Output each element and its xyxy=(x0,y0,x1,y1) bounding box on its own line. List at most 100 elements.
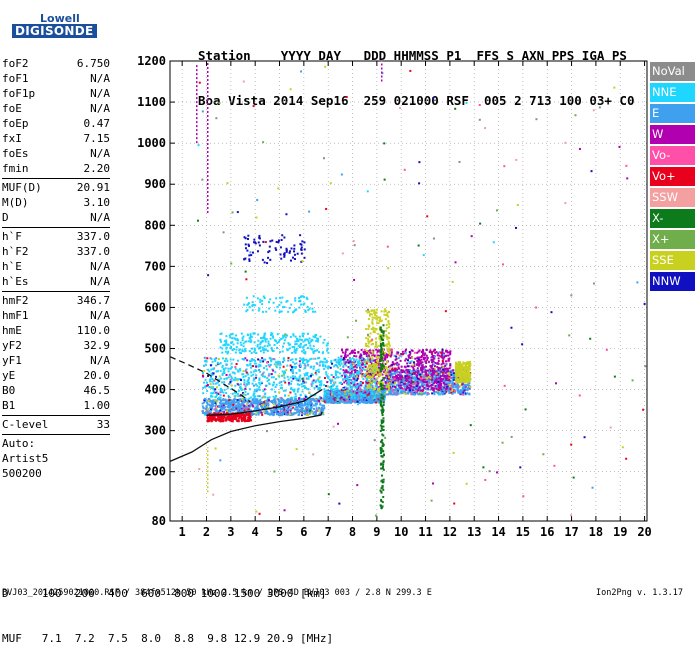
echo-point xyxy=(434,352,436,354)
echo-point xyxy=(350,363,352,365)
echo-point xyxy=(292,378,294,380)
echo-point xyxy=(349,375,351,377)
echo-point xyxy=(223,411,225,413)
echo-point xyxy=(276,366,278,368)
echo-point xyxy=(342,379,344,381)
echo-point xyxy=(346,349,348,351)
echo-point xyxy=(411,357,413,359)
echo-point xyxy=(252,374,254,376)
echo-point xyxy=(248,405,250,407)
echo-point xyxy=(441,389,443,391)
echo-point xyxy=(337,397,339,399)
echo-point xyxy=(460,392,462,394)
echo-point xyxy=(263,411,265,413)
echo-point xyxy=(278,391,280,393)
echo-point xyxy=(432,389,434,391)
echo-point xyxy=(290,336,292,338)
echo-point xyxy=(206,390,208,392)
echo-point xyxy=(292,333,294,335)
echo-point xyxy=(273,401,275,403)
echo-point xyxy=(396,362,398,364)
echo-point xyxy=(214,409,216,411)
echo-point xyxy=(250,375,252,377)
echo-point xyxy=(324,377,326,379)
echo-point xyxy=(325,366,327,368)
echo-point xyxy=(395,389,397,391)
echo-point xyxy=(251,348,253,350)
echo-point xyxy=(419,356,421,358)
echo-point xyxy=(264,406,266,408)
echo-point xyxy=(240,344,242,346)
echo-point xyxy=(222,357,224,359)
echo-point xyxy=(263,401,265,403)
echo-point xyxy=(360,369,362,371)
echo-point xyxy=(301,408,303,410)
echo-point xyxy=(273,376,275,378)
echo-point xyxy=(424,370,426,372)
echo-point xyxy=(300,304,302,306)
echo-point xyxy=(431,356,433,358)
echo-point xyxy=(264,337,266,339)
echo-point xyxy=(225,348,227,350)
echo-point xyxy=(401,366,403,368)
echo-point xyxy=(385,381,387,383)
echo-point xyxy=(224,389,226,391)
echo-point xyxy=(237,393,239,395)
echo-point xyxy=(322,361,324,363)
echo-point xyxy=(433,370,435,372)
echo-point xyxy=(243,345,245,347)
y-tick-label: 300 xyxy=(144,424,166,438)
echo-point xyxy=(243,400,245,402)
echo-point xyxy=(243,405,245,407)
echo-point xyxy=(442,369,444,371)
echo-point xyxy=(365,401,367,403)
echo-point xyxy=(375,349,377,351)
echo-point xyxy=(424,352,426,354)
echo-point xyxy=(226,410,228,412)
echo-point xyxy=(280,302,282,304)
echo-point xyxy=(223,368,225,370)
echo-point xyxy=(271,376,273,378)
echo-point xyxy=(350,366,352,368)
echo-point xyxy=(356,396,358,398)
echo-point xyxy=(220,370,222,372)
echo-point xyxy=(243,342,245,344)
echo-point xyxy=(291,366,293,368)
echo-point xyxy=(231,337,233,339)
echo-point xyxy=(202,402,204,404)
echo-point xyxy=(235,334,237,336)
echo-point xyxy=(319,381,321,383)
echo-point xyxy=(431,384,433,386)
echo-point xyxy=(258,369,260,371)
echo-point xyxy=(277,361,279,363)
echo-point xyxy=(240,352,242,354)
echo-point xyxy=(421,368,423,370)
echo-point xyxy=(284,402,286,404)
echo-point xyxy=(219,339,221,341)
x-tick-label: 10 xyxy=(394,525,408,539)
echo-point xyxy=(396,351,398,353)
echo-point xyxy=(290,408,292,410)
echo-point xyxy=(285,369,287,371)
echo-point xyxy=(267,345,269,347)
echo-point xyxy=(361,358,363,360)
echo-point xyxy=(265,349,267,351)
echo-point xyxy=(268,399,270,401)
echo-point xyxy=(284,339,286,341)
echo-point xyxy=(350,379,352,381)
echo-point xyxy=(366,378,368,380)
echo-point xyxy=(405,377,407,379)
echo-point xyxy=(221,352,223,354)
echo-point xyxy=(259,400,261,402)
echo-point xyxy=(214,359,216,361)
x-tick-label: 12 xyxy=(443,525,457,539)
x-tick-label: 6 xyxy=(300,525,307,539)
echo-point xyxy=(421,393,423,395)
echo-point xyxy=(445,379,447,381)
echo-point xyxy=(431,392,433,394)
echo-point xyxy=(330,387,332,389)
echo-point xyxy=(317,387,319,389)
echo-point xyxy=(440,378,442,380)
echo-point xyxy=(250,333,252,335)
